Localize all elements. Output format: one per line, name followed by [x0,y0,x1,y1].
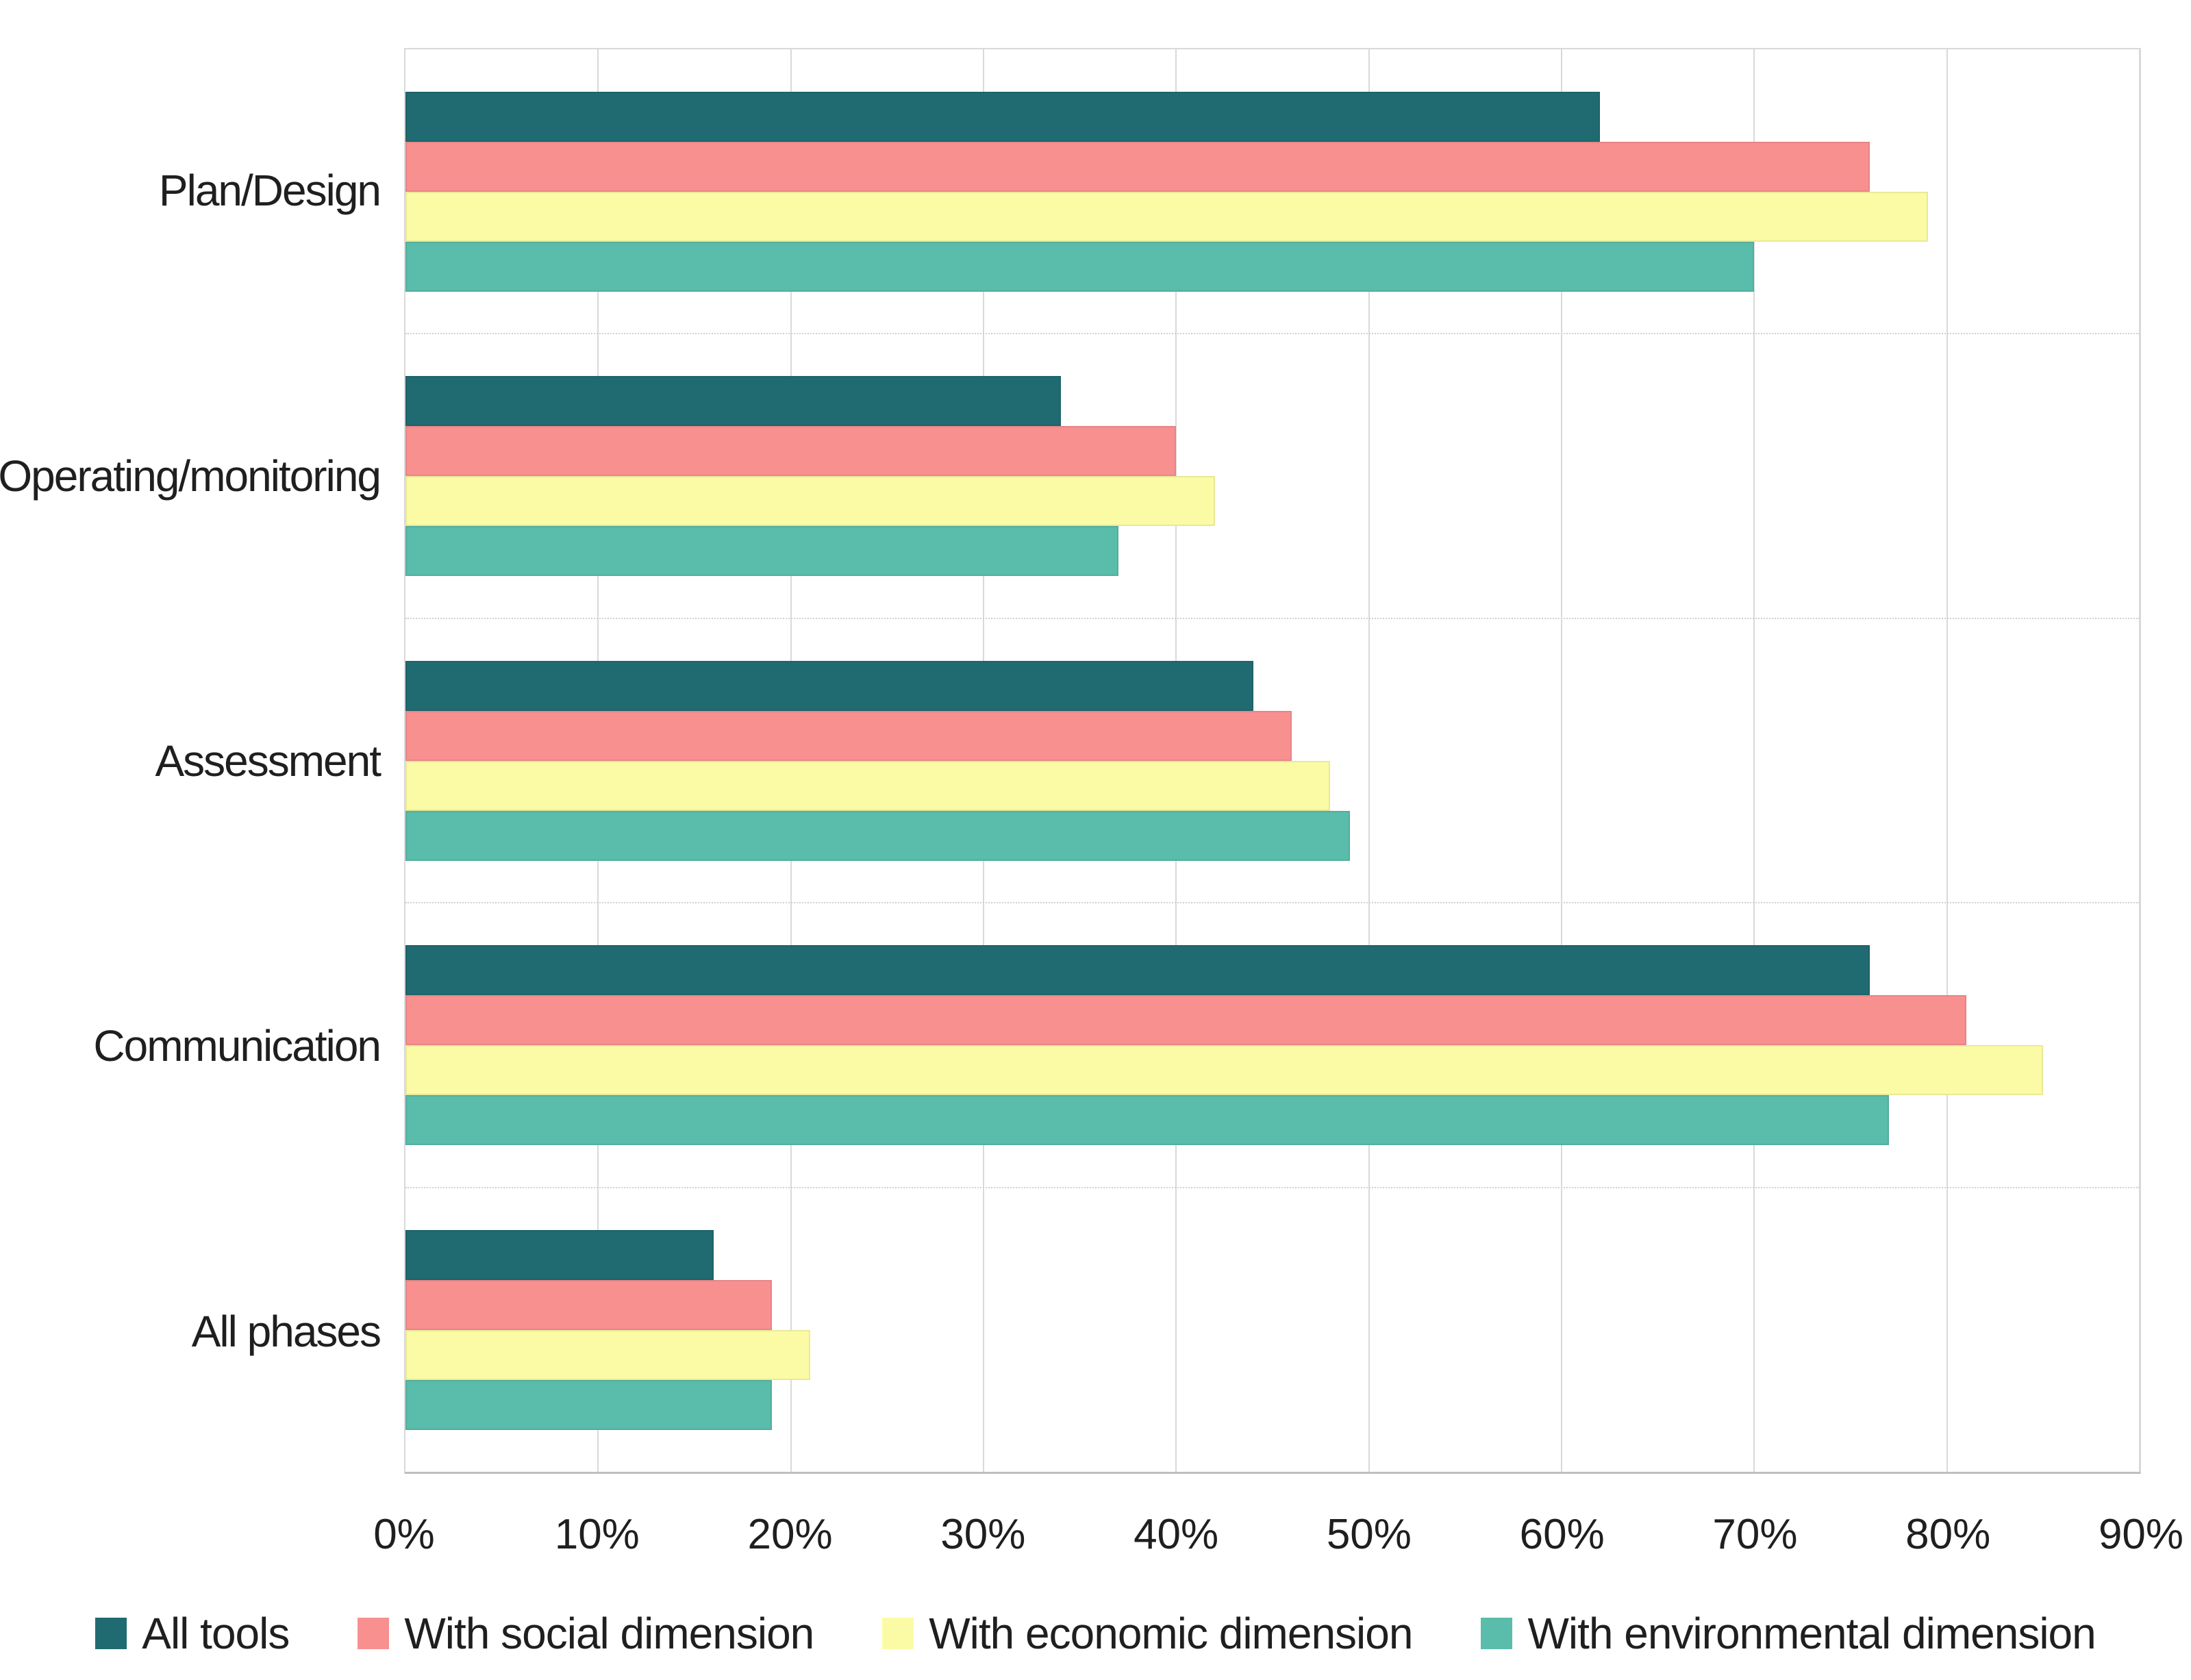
legend-swatch-icon [1481,1618,1513,1649]
category-separator [405,617,2140,619]
legend-swatch-icon [882,1618,914,1649]
bar-assessment-with-economic-dimension [405,760,1331,811]
legend-swatch-icon [95,1618,127,1649]
bar-plan-design-with-economic-dimension [405,192,1928,242]
legend-label: All tools [142,1609,290,1658]
bar-group-operating-monitoring [405,334,2140,618]
bar-communication-with-economic-dimension [405,1045,2044,1096]
bar-plan-design-with-environmental-dimension [405,242,1755,292]
x-tick-label-70pct: 70% [1712,1511,1798,1558]
bar-group-plan-design [405,49,2140,334]
bar-operating-monitoring-all-tools [405,376,1061,427]
bar-all-phases-with-environmental-dimension [405,1379,772,1430]
x-tick-label-20pct: 20% [747,1511,833,1558]
bar-all-phases-with-economic-dimension [405,1329,810,1380]
legend-item-with-social-dimension: With social dimension [358,1608,814,1659]
category-separator [405,333,2140,335]
gridline-50pct [1368,49,1370,1472]
bar-plan-design-all-tools [405,92,1601,142]
bar-all-phases-all-tools [405,1229,714,1280]
legend-label: With social dimension [404,1609,814,1658]
bar-all-phases-with-social-dimension [405,1279,772,1330]
legend-swatch-icon [358,1618,390,1649]
gridline-70pct [1753,49,1755,1472]
x-tick-label-50pct: 50% [1326,1511,1412,1558]
gridline-60pct [1560,49,1562,1472]
bar-communication-with-social-dimension [405,995,1966,1046]
bar-communication-with-environmental-dimension [405,1095,1890,1146]
category-separator [405,902,2140,904]
bar-operating-monitoring-with-economic-dimension [405,476,1215,527]
x-tick-label-60pct: 60% [1519,1511,1605,1558]
x-tick-label-0pct: 0% [373,1511,435,1558]
category-label-assessment: Assessment [155,736,381,786]
gridline-90pct [2139,49,2140,1472]
legend: All tools With social dimension With econo… [0,1608,2191,1659]
x-tick-label-80pct: 80% [1905,1511,1991,1558]
legend-label: With economic dimension [929,1609,1413,1658]
value-axis-labels: 0% 10% 20% 30% 40% 50% 60% 70% 80% 90% [373,1510,2183,1565]
bar-assessment-with-social-dimension [405,710,1292,761]
bar-communication-all-tools [405,945,1870,996]
x-tick-label-10pct: 10% [554,1511,640,1558]
legend-item-with-economic-dimension: With economic dimension [882,1608,1413,1659]
bar-plan-design-with-social-dimension [405,142,1870,192]
bar-group-communication [405,903,2140,1187]
legend-item-with-environmental-dimension: With environmental dimension [1481,1608,2096,1659]
x-tick-label-90pct: 90% [2098,1511,2184,1558]
bar-assessment-with-environmental-dimension [405,810,1350,861]
category-label-plan-design: Plan/Design [158,166,381,216]
category-label-communication: Communication [93,1021,381,1071]
bar-operating-monitoring-with-environmental-dimension [405,526,1118,577]
legend-item-all-tools: All tools [95,1608,290,1659]
x-tick-label-40pct: 40% [1134,1511,1219,1558]
bar-group-assessment [405,618,2140,903]
bar-group-all-phases [405,1188,2140,1472]
bar-operating-monitoring-with-social-dimension [405,426,1177,477]
x-tick-label-30pct: 30% [940,1511,1026,1558]
legend-label: With environmental dimension [1527,1609,2096,1658]
category-label-all-phases: All phases [191,1306,381,1356]
category-separator [405,1186,2140,1188]
bar-assessment-all-tools [405,660,1253,711]
plot-area [404,48,2141,1474]
category-axis-labels: Plan/Design Operating/monitoring Assessmen… [0,48,381,1474]
category-label-operating-monitoring: Operating/monitoring [0,451,381,501]
gridline-80pct [1946,49,1948,1472]
